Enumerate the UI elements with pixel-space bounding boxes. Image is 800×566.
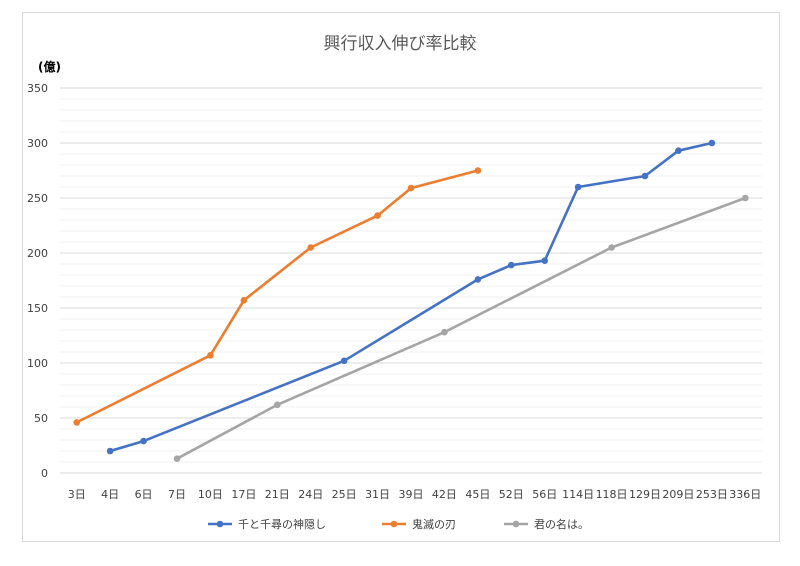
y-axis-unit-label: (億) xyxy=(38,59,61,74)
y-tick-label: 0 xyxy=(41,467,48,480)
data-point xyxy=(240,297,248,304)
x-axis-ticks: 3日 4日 6日 7日 10日 17日 21日 24日 25日 31日 39日 42日 45日 52日 56… xyxy=(68,488,762,501)
y-axis-ticks: 0 50 100 150 200 250 300 350 xyxy=(27,82,48,480)
x-tick-label: 56日 xyxy=(532,488,557,501)
legend-label: 千と千尋の神隠し xyxy=(238,517,326,531)
x-tick-label: 42日 xyxy=(432,488,457,501)
data-point xyxy=(340,357,348,365)
data-point xyxy=(173,455,181,463)
x-tick-label: 209日 xyxy=(662,488,694,501)
data-point xyxy=(106,447,114,455)
x-tick-label: 10日 xyxy=(198,488,223,501)
data-point xyxy=(407,184,415,192)
y-tick-label: 300 xyxy=(27,137,48,150)
x-tick-label: 24日 xyxy=(298,488,323,501)
data-point xyxy=(741,194,749,202)
data-point xyxy=(574,183,582,191)
series-2 xyxy=(73,167,482,426)
data-point xyxy=(207,352,214,359)
y-tick-label: 250 xyxy=(27,192,48,205)
x-tick-label: 39日 xyxy=(399,488,424,501)
data-point xyxy=(474,167,482,174)
legend-marker xyxy=(390,520,398,528)
y-tick-label: 200 xyxy=(27,247,48,260)
data-point xyxy=(273,401,281,409)
data-point xyxy=(374,212,381,219)
x-tick-label: 118日 xyxy=(596,488,628,501)
y-tick-label: 350 xyxy=(27,82,48,95)
chart-title: 興行収入伸び率比較 xyxy=(324,34,477,54)
x-tick-label: 31日 xyxy=(365,488,390,501)
data-point xyxy=(641,172,649,180)
x-tick-label: 17日 xyxy=(231,488,256,501)
x-tick-label: 7日 xyxy=(168,488,186,501)
legend: 千と千尋の神隠し 鬼滅の刃 君の名は。 xyxy=(208,517,589,531)
legend-item: 君の名は。 xyxy=(504,517,589,531)
x-tick-label: 336日 xyxy=(729,488,761,501)
series-line xyxy=(108,141,714,453)
data-point xyxy=(708,139,716,147)
series-line xyxy=(175,196,747,461)
gridlines xyxy=(60,87,762,474)
x-tick-label: 114日 xyxy=(562,488,594,501)
data-point xyxy=(608,244,615,251)
data-point xyxy=(675,147,682,154)
y-tick-label: 100 xyxy=(27,357,48,370)
data-point xyxy=(474,276,482,283)
x-tick-label: 21日 xyxy=(265,488,290,501)
legend-item: 千と千尋の神隠し xyxy=(208,517,326,531)
x-tick-label: 4日 xyxy=(101,488,119,501)
data-point xyxy=(507,261,515,269)
data-point xyxy=(441,328,448,336)
series-3 xyxy=(173,194,749,463)
legend-marker xyxy=(512,520,520,528)
x-tick-label: 253日 xyxy=(696,488,728,501)
data-point xyxy=(73,419,81,426)
legend-item: 鬼滅の刃 xyxy=(382,517,456,531)
y-tick-label: 150 xyxy=(27,302,48,315)
series-lines xyxy=(73,139,749,463)
x-tick-label: 6日 xyxy=(135,488,153,501)
x-tick-label: 3日 xyxy=(68,488,86,501)
y-tick-label: 50 xyxy=(34,412,48,425)
data-point xyxy=(541,257,549,265)
legend-label: 鬼滅の刃 xyxy=(412,517,456,531)
data-point xyxy=(140,437,147,445)
x-tick-label: 52日 xyxy=(499,488,524,501)
x-tick-label: 25日 xyxy=(332,488,357,501)
x-tick-label: 45日 xyxy=(465,488,490,501)
legend-label: 君の名は。 xyxy=(534,517,589,531)
legend-marker xyxy=(216,520,224,528)
x-tick-label: 129日 xyxy=(629,488,661,501)
series-1 xyxy=(106,139,716,455)
data-point xyxy=(307,244,315,251)
chart-frame xyxy=(22,12,780,542)
